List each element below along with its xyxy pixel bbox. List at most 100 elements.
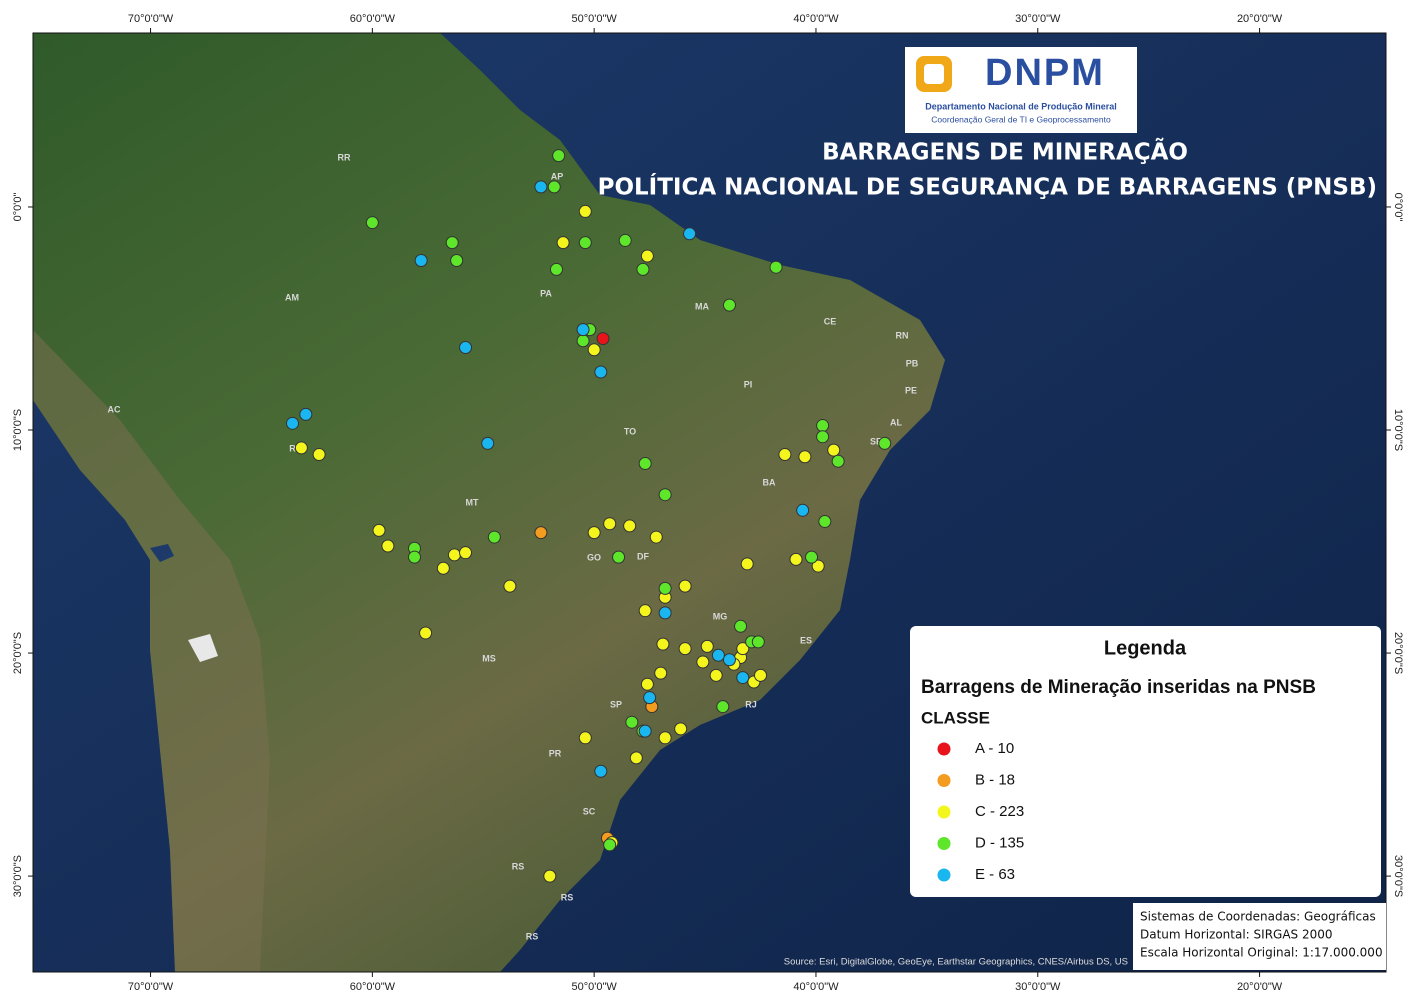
dam-point <box>697 656 709 668</box>
dam-point <box>579 732 591 744</box>
dept-name: Coordenação Geral de TI e Geoprocessamen… <box>931 114 1111 124</box>
dam-point <box>626 716 638 728</box>
source-credit: Source: Esri, DigitalGlobe, GeoEye, Eart… <box>784 957 1128 968</box>
y-tick-label: 0°0'0" <box>1392 193 1404 222</box>
state-label: DF <box>637 551 649 561</box>
dam-point <box>655 667 667 679</box>
state-label: BA <box>763 477 776 487</box>
dam-point <box>637 263 649 275</box>
dam-point <box>624 520 636 532</box>
x-tick-label: 60°0'0"W <box>350 13 396 25</box>
state-label: RS <box>512 861 525 871</box>
dam-point <box>641 678 653 690</box>
state-label: PA <box>540 288 552 298</box>
x-tick-label: 50°0'0"W <box>572 981 618 993</box>
dam-point <box>659 732 671 744</box>
legend-swatch <box>938 774 951 787</box>
dam-point <box>577 335 589 347</box>
dam-point <box>701 640 713 652</box>
state-label: PE <box>905 385 917 395</box>
state-label: AL <box>890 417 902 427</box>
dam-point <box>659 607 671 619</box>
dam-point <box>373 524 385 536</box>
dam-point <box>679 580 691 592</box>
dam-point <box>446 237 458 249</box>
dam-point <box>451 255 463 267</box>
dam-point <box>644 692 656 704</box>
state-label: RS <box>561 892 574 902</box>
dam-point <box>741 558 753 570</box>
dam-point <box>313 449 325 461</box>
dam-point <box>712 649 724 661</box>
dam-point <box>504 580 516 592</box>
dam-point <box>382 540 394 552</box>
dam-point <box>420 627 432 639</box>
dam-point <box>790 553 802 565</box>
dam-point <box>535 181 547 193</box>
dam-point <box>650 531 662 543</box>
dam-point <box>595 366 607 378</box>
logo: DNPM Departamento Nacional de Produção M… <box>905 47 1137 133</box>
dam-point <box>639 457 651 469</box>
legend-layer: Barragens de Mineração inseridas na PNSB <box>921 677 1316 698</box>
dam-point <box>817 420 829 432</box>
dam-point <box>460 547 472 559</box>
dam-point <box>577 324 589 336</box>
dam-point <box>366 217 378 229</box>
state-label: PB <box>906 358 919 368</box>
dam-point <box>723 299 735 311</box>
dam-point <box>557 237 569 249</box>
legend-label: A - 10 <box>975 740 1014 757</box>
info-box: Sistemas de Coordenadas: Geográficas Dat… <box>1133 903 1386 970</box>
legend-label: B - 18 <box>975 771 1015 788</box>
y-tick-label: 10°0'0"S <box>1392 409 1404 451</box>
state-label: CE <box>824 316 837 326</box>
dam-point <box>579 205 591 217</box>
x-tick-label: 30°0'0"W <box>1015 13 1061 25</box>
dam-point <box>817 431 829 443</box>
dam-point <box>737 672 749 684</box>
y-tick-label: 0°0'0" <box>12 193 24 222</box>
dam-point <box>604 518 616 530</box>
state-label: MT <box>466 497 479 507</box>
dam-point <box>287 417 299 429</box>
dam-point <box>550 263 562 275</box>
dam-point <box>604 839 616 851</box>
legend-label: D - 135 <box>975 834 1024 851</box>
dam-point <box>482 437 494 449</box>
logo-symbol-inner <box>924 64 944 84</box>
y-tick-label: 30°0'0"S <box>1392 855 1404 897</box>
state-label: PR <box>549 748 562 758</box>
dam-point <box>460 341 472 353</box>
dam-point <box>657 638 669 650</box>
dam-point <box>597 333 609 345</box>
dam-point <box>437 562 449 574</box>
dam-point <box>879 437 891 449</box>
x-tick-label: 50°0'0"W <box>572 13 618 25</box>
legend-swatch <box>938 806 951 819</box>
y-tick-label: 10°0'0"S <box>12 409 24 451</box>
dam-point <box>639 605 651 617</box>
state-label: SP <box>610 699 622 709</box>
x-tick-label: 70°0'0"W <box>128 981 174 993</box>
state-label: GO <box>587 552 601 562</box>
x-tick-label: 20°0'0"W <box>1237 981 1283 993</box>
legend-title: Legenda <box>1104 637 1187 659</box>
dam-point <box>300 408 312 420</box>
dam-point <box>797 504 809 516</box>
state-label: SC <box>583 806 596 816</box>
state-label: TO <box>624 426 636 436</box>
legend-label: E - 63 <box>975 866 1015 883</box>
state-label: AM <box>285 292 299 302</box>
y-tick-label: 20°0'0"S <box>12 632 24 674</box>
legend-swatch <box>938 837 951 850</box>
info-line: Sistemas de Coordenadas: Geográficas <box>1140 910 1376 924</box>
dam-point <box>630 752 642 764</box>
dam-point <box>819 515 831 527</box>
dam-point <box>735 620 747 632</box>
logo-text: DNPM <box>985 52 1105 94</box>
dam-point <box>684 228 696 240</box>
dam-point <box>755 669 767 681</box>
dam-point <box>619 234 631 246</box>
dam-point <box>675 723 687 735</box>
